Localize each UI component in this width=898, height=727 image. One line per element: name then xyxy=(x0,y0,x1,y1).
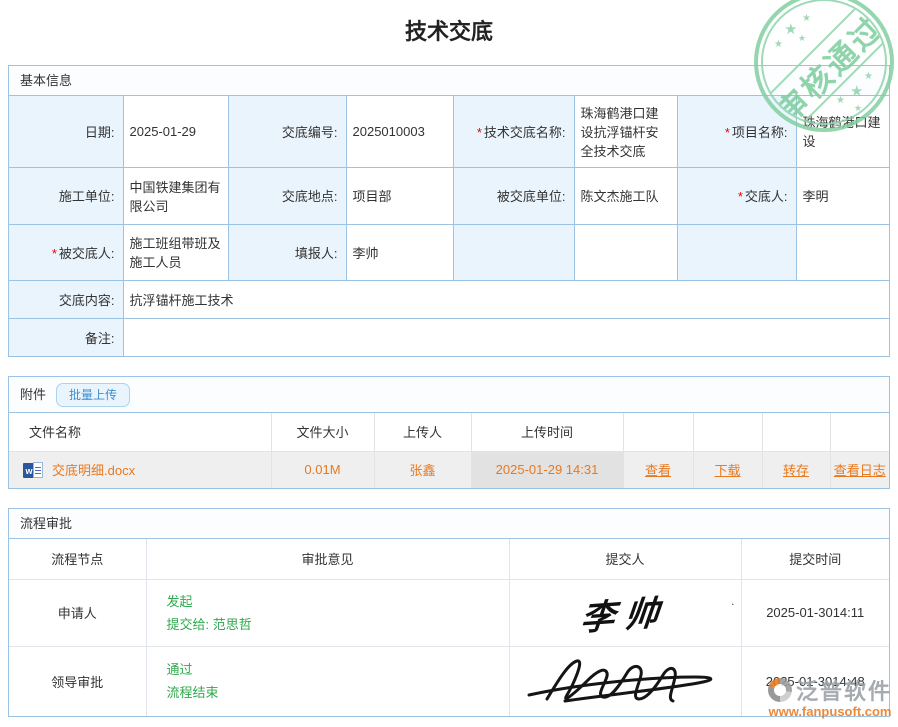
approval-section: 流程审批 流程节点 审批意见 提交人 提交时间 申请人 发起 提交给: 范思哲 … xyxy=(8,508,890,717)
save-as-link[interactable]: 转存 xyxy=(782,463,809,479)
view-action-cell: 查看 xyxy=(622,450,694,488)
uploader-header: 上传人 xyxy=(373,413,472,452)
download-action-cell: 下载 xyxy=(692,450,763,488)
submitter-signature-cell xyxy=(508,645,742,716)
action-header-empty xyxy=(622,413,694,452)
info-row-2: 施工单位: 中国铁建集团有限公司 交底地点: 项目部 被交底单位: 陈文杰施工队… xyxy=(9,166,889,225)
file-name-text[interactable]: 交底明细.docx xyxy=(52,463,136,479)
basic-info-section-title: 基本信息 xyxy=(20,73,73,88)
approval-section-title: 流程审批 xyxy=(20,516,73,531)
action-header-empty xyxy=(829,413,889,452)
view-link[interactable]: 查看 xyxy=(644,463,671,479)
upload-time-cell: 2025-01-29 14:31 xyxy=(470,450,624,488)
action-header-empty xyxy=(692,413,763,452)
number-label: 交底编号: xyxy=(227,96,347,168)
empty-label-cell xyxy=(452,223,575,281)
approval-row-leader: 领导审批 通过 流程结束 2025-01-3014:48 xyxy=(9,645,889,716)
handwritten-signature-scrawl xyxy=(527,659,713,703)
view-log-link[interactable]: 查看日志 xyxy=(833,463,886,479)
basic-info-section-header: 基本信息 xyxy=(9,66,889,96)
disclosure-name-label: * 技术交底名称: xyxy=(452,96,575,168)
batch-upload-button[interactable]: 批量上传 xyxy=(56,382,131,407)
received-unit-value: 陈文杰施工队 xyxy=(573,166,678,225)
action-header-empty xyxy=(761,413,831,452)
receiver-label: * 被交底人: xyxy=(9,223,124,281)
date-label: 日期: xyxy=(9,96,124,168)
attachments-section: 附件 批量上传 文件名称 文件大小 上传人 上传时间 xyxy=(8,376,890,489)
download-link[interactable]: 下载 xyxy=(714,463,741,479)
submit-time-cell: 2025-01-3014:11 xyxy=(740,578,889,647)
required-mark: * xyxy=(724,124,730,140)
content-label: 交底内容: xyxy=(9,279,124,319)
signature-dot: . xyxy=(731,593,735,608)
date-value: 2025-01-29 xyxy=(122,96,229,168)
remark-label: 备注: xyxy=(9,317,124,356)
info-row-3: * 被交底人: 施工班组带班及施工人员 填报人: 李帅 xyxy=(9,223,889,281)
approval-header-row: 流程节点 审批意见 提交人 提交时间 xyxy=(9,539,889,580)
submitter-signature-cell: 李帅 . xyxy=(508,578,742,647)
empty-value-cell xyxy=(795,223,889,281)
handwritten-signature: 李帅 xyxy=(578,592,671,640)
construction-unit-label: 施工单位: xyxy=(9,166,124,225)
opinion-line-2: 提交给: 范思哲 xyxy=(166,616,252,632)
approval-opinion-header: 审批意见 xyxy=(145,539,510,580)
approval-section-header: 流程审批 xyxy=(9,509,889,539)
opinion-line-1: 发起 xyxy=(166,593,193,609)
disclosure-name-value: 珠海鹤港口建设抗浮锚杆安全技术交底 xyxy=(573,96,678,168)
remark-value xyxy=(122,317,889,356)
upload-time-header: 上传时间 xyxy=(470,413,624,452)
file-size-header: 文件大小 xyxy=(270,413,375,452)
approval-table: 流程节点 审批意见 提交人 提交时间 申请人 发起 提交给: 范思哲 李帅 . … xyxy=(9,539,889,716)
info-row-remark: 备注: xyxy=(9,317,889,356)
received-unit-label: 被交底单位: xyxy=(452,166,575,225)
submit-time-cell: 2025-01-3014:48 xyxy=(740,645,889,716)
required-mark: * xyxy=(51,245,57,261)
location-label: 交底地点: xyxy=(227,166,347,225)
discloser-value: 李明 xyxy=(795,166,889,225)
uploader-cell: 张鑫 xyxy=(373,450,472,488)
basic-info-section: 基本信息 日期: 2025-01-29 交底编号: 2025010003 * 技术… xyxy=(8,65,890,357)
flow-node-header: 流程节点 xyxy=(9,539,147,580)
opinion-line-2: 流程结束 xyxy=(166,685,219,701)
filler-label: 填报人: xyxy=(227,223,347,281)
submitter-header: 提交人 xyxy=(508,539,742,580)
attachments-section-header: 附件 批量上传 xyxy=(9,377,889,413)
project-name-value: 珠海鹤港口建设 xyxy=(795,96,889,168)
word-file-icon: w xyxy=(23,461,45,479)
content-value: 抗浮锚杆施工技术 xyxy=(122,279,889,319)
file-link[interactable]: w 交底明细.docx xyxy=(23,460,135,479)
opinion-cell: 通过 流程结束 xyxy=(145,645,510,716)
file-name-cell: w 交底明细.docx xyxy=(9,450,272,488)
info-row-content: 交底内容: 抗浮锚杆施工技术 xyxy=(9,279,889,319)
discloser-label: * 交底人: xyxy=(676,166,797,225)
opinion-cell: 发起 提交给: 范思哲 xyxy=(145,578,510,647)
save-as-action-cell: 转存 xyxy=(761,450,831,488)
flow-node-cell: 领导审批 xyxy=(9,645,147,716)
project-name-label: * 项目名称: xyxy=(676,96,797,168)
attachment-row: w 交底明细.docx 0.01M 张鑫 2025-01-29 14:31 查看… xyxy=(9,450,889,488)
info-row-1: 日期: 2025-01-29 交底编号: 2025010003 * 技术交底名称:… xyxy=(9,96,889,168)
basic-info-table: 日期: 2025-01-29 交底编号: 2025010003 * 技术交底名称:… xyxy=(9,96,889,356)
empty-label-cell xyxy=(676,223,797,281)
opinion-line-1: 通过 xyxy=(166,662,193,678)
attachments-header-row: 文件名称 文件大小 上传人 上传时间 xyxy=(9,413,889,452)
filler-value: 李帅 xyxy=(345,223,454,281)
submit-time-header: 提交时间 xyxy=(740,539,889,580)
required-mark: * xyxy=(476,124,482,140)
number-value: 2025010003 xyxy=(345,96,454,168)
attachments-table: 文件名称 文件大小 上传人 上传时间 w 交底明细.docx xyxy=(9,413,889,488)
receiver-value: 施工班组带班及施工人员 xyxy=(122,223,229,281)
view-log-action-cell: 查看日志 xyxy=(829,450,889,488)
page-title: 技术交底 xyxy=(404,19,493,44)
file-name-header: 文件名称 xyxy=(9,413,272,452)
flow-node-cell: 申请人 xyxy=(9,578,147,647)
approval-row-applicant: 申请人 发起 提交给: 范思哲 李帅 . 2025-01-3014:11 xyxy=(9,578,889,647)
construction-unit-value: 中国铁建集团有限公司 xyxy=(122,166,229,225)
empty-value-cell xyxy=(573,223,678,281)
attachments-section-title: 附件 xyxy=(20,387,47,402)
file-size-cell: 0.01M xyxy=(270,450,375,488)
required-mark: * xyxy=(737,189,743,204)
location-value: 项目部 xyxy=(345,166,454,225)
